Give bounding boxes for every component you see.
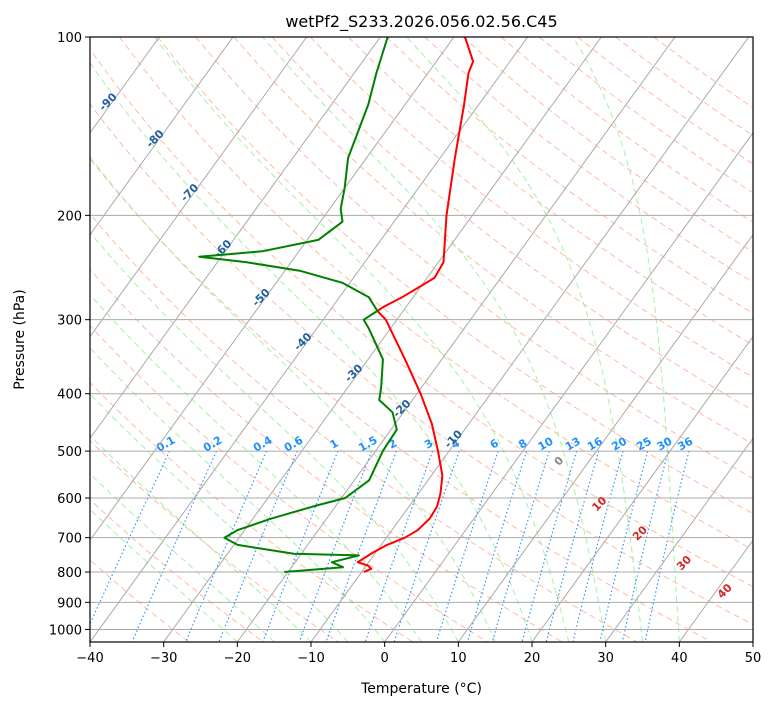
isotherm-line xyxy=(90,37,529,642)
dry-adiabat xyxy=(386,37,753,314)
x-tick-label: 40 xyxy=(671,651,688,666)
x-tick-label: 50 xyxy=(745,651,762,666)
moist-adiabat xyxy=(90,472,275,642)
x-tick-label: 0 xyxy=(381,651,389,666)
dry-adiabat xyxy=(309,37,753,378)
mixing-ratio-line xyxy=(521,450,578,642)
y-tick-label: 200 xyxy=(57,209,82,224)
isotherm-line xyxy=(163,37,602,642)
y-axis-label: Pressure (hPa) xyxy=(12,289,28,389)
x-axis-label: Temperature (°C) xyxy=(360,681,482,697)
moist-adiabat xyxy=(572,37,680,642)
y-tick-label: 400 xyxy=(57,388,82,403)
dry-adiabat xyxy=(271,37,753,411)
y-tick-label: 1000 xyxy=(49,623,82,638)
isotherm-line xyxy=(90,37,160,134)
x-tick-label: −20 xyxy=(224,651,251,666)
mixing-ratio-line xyxy=(491,450,550,642)
x-tick-label: 30 xyxy=(597,651,614,666)
moist-adiabat xyxy=(90,294,422,642)
isotherm-line xyxy=(90,37,308,338)
isotherm-line xyxy=(90,37,381,440)
dry-adiabat xyxy=(348,37,753,346)
y-tick-label: 800 xyxy=(57,566,82,581)
moist-adiabat xyxy=(90,508,238,642)
y-tick-label: 900 xyxy=(57,596,82,611)
axes: −40 −30 −20 −10 0 10 20 30 40 50 100 200 300 400 500 60… xyxy=(49,31,761,666)
y-tick-label: 100 xyxy=(57,31,82,46)
y-tick-label: 700 xyxy=(57,532,82,547)
isotherm-line xyxy=(531,335,753,642)
dry-adiabat xyxy=(90,324,489,642)
x-tick-label: −30 xyxy=(150,651,177,666)
isotherm-line xyxy=(90,37,455,542)
isotherm-label: -100 xyxy=(43,56,72,85)
moist-adiabat xyxy=(90,62,533,642)
y-tick-label: 500 xyxy=(57,445,82,460)
mixing-ratio-line xyxy=(644,450,690,642)
isotherm-line xyxy=(236,37,676,642)
isotherm-line xyxy=(457,233,753,642)
mixing-ratio-line xyxy=(185,450,268,642)
mixing-ratio-line xyxy=(298,450,373,642)
isotherm-line xyxy=(605,437,753,642)
chart-title: wetPf2_S233.2026.056.02.56.C45 xyxy=(285,12,557,32)
moist-adiabat xyxy=(90,156,496,642)
mixing-ratio-line xyxy=(393,450,460,642)
temperature-profile-line xyxy=(356,37,475,573)
x-tick-label: −10 xyxy=(297,651,324,666)
dry-adiabat xyxy=(233,37,753,445)
moist-adiabat xyxy=(90,231,459,642)
y-tick-label: 600 xyxy=(57,492,82,507)
mixing-ratio-line xyxy=(621,450,669,642)
isotherm-line xyxy=(90,37,234,236)
moist-adiabat xyxy=(154,37,570,642)
moist-adiabat xyxy=(90,347,386,642)
mixing-ratio-line xyxy=(90,450,171,626)
isotherm-line xyxy=(752,641,753,642)
moist-adiabat xyxy=(90,393,349,642)
y-tick-label: 300 xyxy=(57,314,82,329)
isotherm-line xyxy=(310,37,750,642)
x-tick-label: 20 xyxy=(524,651,541,666)
x-tick-label: −40 xyxy=(76,651,103,666)
dewpoint-profile-line xyxy=(198,37,398,573)
isotherm-line xyxy=(678,539,753,642)
dry-adiabat xyxy=(90,48,753,588)
moist-adiabat xyxy=(262,37,607,642)
mixing-ratio-line xyxy=(325,450,397,642)
isotherm-line xyxy=(384,131,753,642)
mixing-ratio-line xyxy=(435,450,499,642)
x-tick-label: 10 xyxy=(450,651,467,666)
plot-frame xyxy=(89,36,754,643)
plot-background xyxy=(90,37,753,642)
moist-adiabat xyxy=(406,37,643,642)
